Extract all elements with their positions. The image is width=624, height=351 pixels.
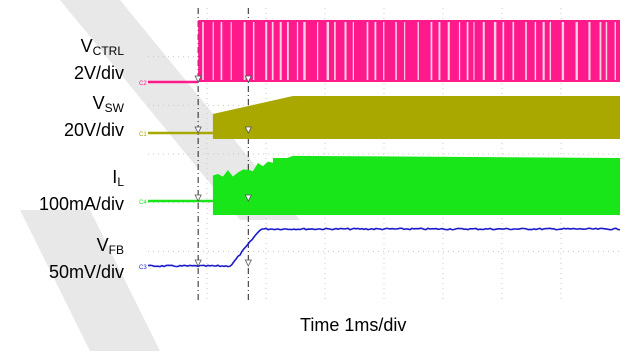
vsw-scale: 20V/div (63, 120, 124, 140)
label-il: IL 100mA/div (39, 166, 124, 215)
il-name: IL (112, 167, 124, 189)
trace-l (148, 155, 620, 215)
cursor-marker (244, 75, 252, 83)
vfb-name: VFB (96, 235, 124, 257)
channel-marker-fb: C3 (139, 265, 147, 271)
vctrl-name: VCTRL (80, 36, 124, 58)
cursor-marker (244, 194, 252, 202)
cursor-marker (194, 259, 202, 267)
trace-fb (147, 227, 621, 268)
channel-marker-sw: C1 (139, 132, 147, 138)
x-axis-label: Time 1ms/div (300, 315, 407, 335)
vctrl-scale: 2V/div (73, 63, 124, 83)
vsw-name: VSW (92, 93, 124, 115)
trace-ctrl (148, 20, 620, 84)
cursor-marker (244, 259, 252, 267)
trace-sw (148, 96, 620, 139)
vfb-scale: 50mV/div (48, 262, 124, 282)
channel-marker-ctrl: C2 (139, 81, 147, 87)
cursor-marker (194, 126, 202, 134)
label-vctrl: VCTRL 2V/div (74, 35, 124, 84)
label-vsw: VSW 20V/div (64, 92, 124, 141)
cursor-marker (194, 194, 202, 202)
label-vfb: VFB 50mV/div (49, 234, 124, 283)
il-scale: 100mA/div (38, 194, 124, 214)
cursor-marker (194, 75, 202, 83)
channel-marker-l: C4 (139, 200, 147, 206)
cursor-marker (244, 126, 252, 134)
